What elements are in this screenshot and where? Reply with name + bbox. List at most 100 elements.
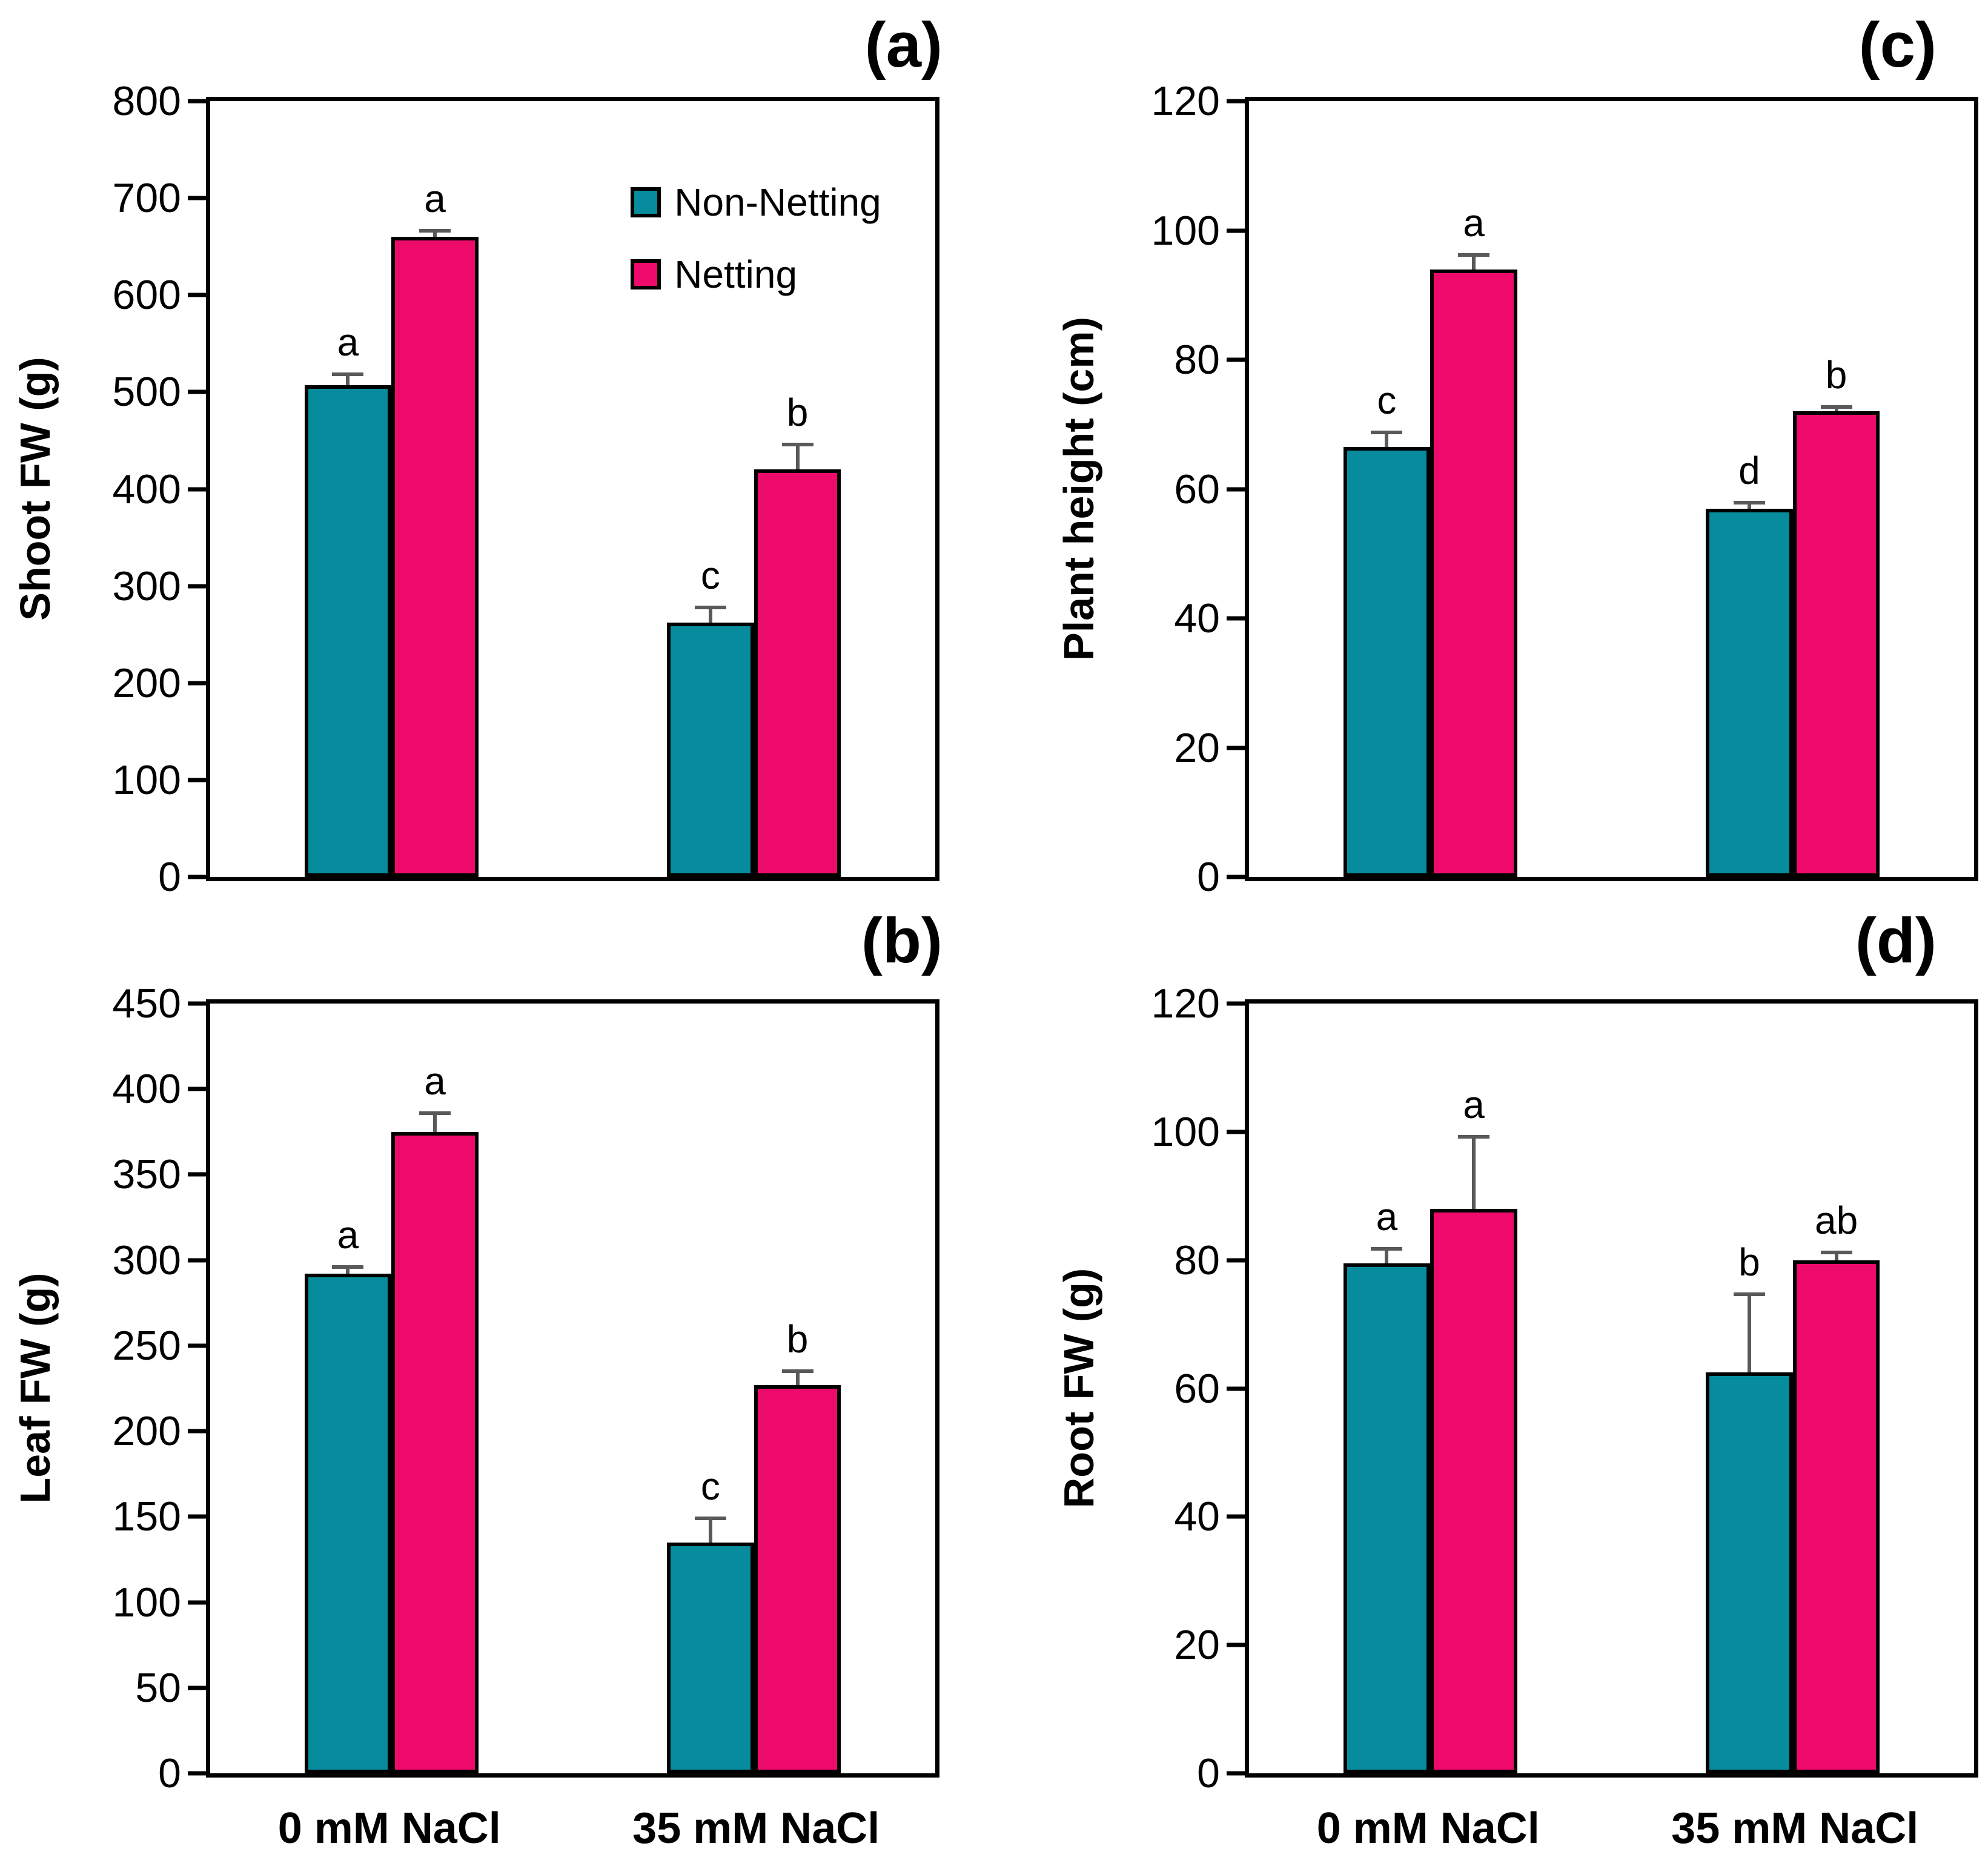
- significance-letter: a: [424, 177, 446, 221]
- y-tick-label: 40: [1174, 1494, 1220, 1540]
- legend-swatch-netting: [631, 259, 661, 289]
- y-tick-mark: [1227, 1386, 1245, 1391]
- legend-label-non-netting: Non-Netting: [674, 180, 881, 224]
- y-tick-mark: [188, 584, 206, 589]
- significance-letter: d: [1738, 448, 1760, 492]
- error-bar-cap: [1371, 1247, 1403, 1251]
- y-tick-label: 50: [135, 1664, 181, 1711]
- y-tick-mark: [188, 1600, 206, 1605]
- error-bar: [795, 442, 800, 470]
- y-tick-mark: [188, 875, 206, 879]
- error-bar-cap: [332, 1265, 364, 1269]
- plot-area-d: 0 20 40 60 80 100 120 a b a ab: [1151, 983, 1978, 1794]
- error-bar-cap: [781, 1369, 813, 1374]
- y-tick-mark: [1227, 228, 1245, 233]
- panel-b: (b) Leaf FW (g) 0 50 100 150 200 250 300 350 400…: [0, 909, 994, 1869]
- y-tick-label: 200: [112, 660, 181, 706]
- error-bar: [1385, 431, 1389, 448]
- y-tick-label: 60: [1174, 466, 1220, 512]
- plot-area-a: Non-Netting Netting 0 100 200 300 400 500 600 7…: [113, 81, 939, 898]
- error-bar: [433, 1111, 437, 1132]
- panel-letter-a: (a): [864, 10, 943, 81]
- bar-non-netting-group0: [304, 1274, 392, 1773]
- y-tick-mark: [188, 1514, 206, 1519]
- y-tick-mark: [188, 778, 206, 782]
- panel-a: (a) Shoot FW (g) Non-Netting Netting 0 10…: [0, 0, 994, 934]
- significance-letter: c: [700, 1464, 720, 1509]
- significance-letter: a: [337, 1213, 359, 1257]
- panel-letter-c: (c): [1858, 10, 1937, 81]
- y-tick-label: 600: [112, 272, 181, 319]
- bar-netting-group1: [754, 469, 841, 877]
- y-tick-label: 80: [1174, 337, 1220, 383]
- y-tick-label: 200: [112, 1408, 181, 1455]
- y-tick-mark: [188, 1685, 206, 1690]
- y-tick-label: 0: [1197, 1750, 1220, 1796]
- error-bar: [708, 1517, 712, 1543]
- y-tick-mark: [188, 1087, 206, 1091]
- y-tick-label: 250: [112, 1322, 181, 1369]
- y-tick-label: 450: [112, 981, 181, 1027]
- error-bar-cap: [1733, 1292, 1765, 1296]
- y-tick-mark: [1227, 1001, 1245, 1006]
- bar-non-netting-group0: [304, 385, 392, 877]
- y-tick-mark: [188, 1258, 206, 1263]
- y-tick-mark: [1227, 1130, 1245, 1134]
- significance-letter: a: [424, 1059, 446, 1103]
- y-tick-label: 100: [112, 1579, 181, 1626]
- error-bar: [1472, 253, 1476, 270]
- bar-netting-group0: [391, 1131, 479, 1773]
- significance-letter: c: [700, 553, 720, 597]
- y-tick-mark: [1227, 1258, 1245, 1263]
- error-bar: [795, 1369, 800, 1385]
- error-bar: [1385, 1247, 1389, 1263]
- bar-non-netting-group1: [667, 1542, 754, 1773]
- y-tick-label: 350: [112, 1151, 181, 1198]
- error-bar-cap: [332, 372, 364, 377]
- y-tick-mark: [188, 293, 206, 297]
- y-tick-mark: [1227, 487, 1245, 491]
- y-tick-label: 120: [1151, 981, 1220, 1027]
- significance-letter: a: [1376, 1195, 1398, 1239]
- y-tick-mark: [188, 681, 206, 686]
- error-bar: [1834, 1250, 1838, 1260]
- y-tick-mark: [1227, 616, 1245, 621]
- y-axis-title-plant-height: Plant height (cm): [1055, 317, 1102, 661]
- y-tick-label: 300: [112, 1237, 181, 1283]
- significance-letter: b: [786, 390, 809, 434]
- y-tick-label: 0: [158, 854, 181, 900]
- y-tick-label: 400: [112, 466, 181, 512]
- panel-c: (c) Plant height (cm) 0 20 40 60 80 100 120 c d a…: [994, 0, 1988, 934]
- y-tick-label: 0: [1197, 854, 1220, 900]
- error-bar-cap: [781, 442, 813, 446]
- y-axis-title-root-fw: Root FW (g): [1055, 1268, 1102, 1509]
- bar-non-netting-group1: [1706, 508, 1793, 877]
- y-tick-label: 300: [112, 563, 181, 609]
- x-category-0mm-nacl: 0 mM NaCl: [277, 1804, 501, 1853]
- x-category-35mm-nacl: 35 mM NaCl: [1671, 1804, 1919, 1853]
- y-tick-label: 800: [112, 78, 181, 124]
- x-axis-labels-left: 0 mM NaCl 35 mM NaCl: [206, 1807, 939, 1867]
- error-bar-cap: [419, 1111, 451, 1115]
- significance-letter: a: [1463, 200, 1485, 245]
- bar-netting-group0: [1430, 269, 1517, 877]
- y-tick-label: 80: [1174, 1237, 1220, 1283]
- y-tick-label: 500: [112, 369, 181, 415]
- y-tick-mark: [188, 1172, 206, 1177]
- bar-netting-group0: [1430, 1208, 1517, 1773]
- error-bar-cap: [1820, 405, 1852, 409]
- significance-letter: b: [1825, 352, 1847, 397]
- legend-swatch-non-netting: [631, 187, 661, 217]
- y-tick-mark: [1227, 875, 1245, 879]
- y-tick-label: 400: [112, 1066, 181, 1113]
- y-tick-mark: [1227, 1514, 1245, 1519]
- y-tick-mark: [1227, 357, 1245, 362]
- error-bar-cap: [1820, 1250, 1852, 1254]
- significance-letter: ab: [1814, 1198, 1858, 1242]
- bar-non-netting-group1: [667, 623, 754, 877]
- error-bar-cap: [694, 1517, 726, 1521]
- error-bar-cap: [1371, 431, 1403, 435]
- y-tick-mark: [188, 1343, 206, 1348]
- x-category-0mm-nacl: 0 mM NaCl: [1316, 1804, 1540, 1853]
- panel-letter-d: (d): [1855, 905, 1937, 976]
